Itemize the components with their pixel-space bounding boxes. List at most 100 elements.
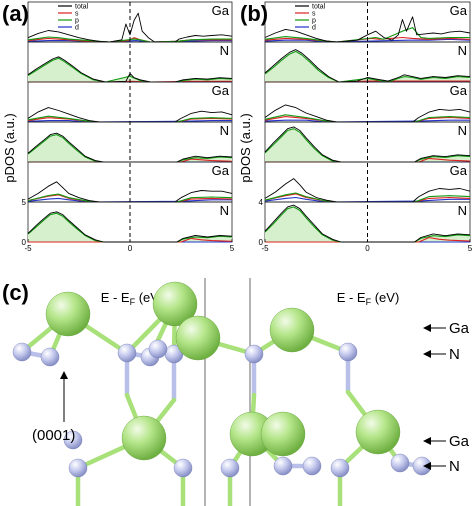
series-total bbox=[27, 12, 233, 43]
n-atom bbox=[330, 458, 350, 478]
n-atom bbox=[390, 453, 410, 473]
panel-letter-b: (b) bbox=[240, 1, 268, 26]
n-atom bbox=[244, 344, 264, 364]
element-label: Ga bbox=[450, 163, 468, 178]
n-atom bbox=[273, 456, 293, 476]
series-p bbox=[264, 27, 470, 43]
n-atom bbox=[148, 339, 168, 359]
series-s bbox=[264, 36, 471, 43]
n-atom bbox=[338, 342, 358, 362]
legend-label-total: total bbox=[75, 4, 89, 11]
layer-label-ga-bottom: Ga bbox=[449, 433, 470, 450]
legend-label-d: d bbox=[75, 25, 79, 32]
legend-label-s: s bbox=[75, 11, 79, 18]
p-fill-area bbox=[265, 128, 470, 162]
ga-atom bbox=[260, 411, 306, 457]
x-tick-label: -5 bbox=[24, 244, 32, 253]
subpanel-frame bbox=[264, 1, 471, 43]
element-label: N bbox=[458, 203, 467, 218]
x-axis-title-b: E - EF (eV) bbox=[337, 290, 400, 307]
subpanel-ga: Ga bbox=[264, 1, 471, 43]
p-fill-area bbox=[265, 51, 470, 82]
ga-atom bbox=[269, 307, 315, 353]
x-tick-label: 5 bbox=[230, 244, 235, 253]
layer-label-ga-top: Ga bbox=[449, 320, 470, 337]
element-label: Ga bbox=[212, 163, 230, 178]
series-d bbox=[27, 197, 232, 203]
subpanel-ga: Ga bbox=[264, 161, 471, 203]
series-total bbox=[27, 132, 233, 163]
subpanel-ga: Ga bbox=[27, 161, 233, 203]
ga-atom bbox=[355, 409, 401, 455]
series-total bbox=[27, 181, 233, 203]
series-total bbox=[264, 178, 471, 203]
panel-letter-a: (a) bbox=[2, 1, 29, 26]
legend-label-p: p bbox=[312, 18, 316, 25]
y-axis-title-a: pDOS (a.u.) bbox=[2, 113, 17, 182]
element-label: Ga bbox=[212, 83, 230, 98]
x-tick-label: -5 bbox=[261, 244, 269, 253]
element-label: N bbox=[220, 203, 229, 218]
series-total bbox=[264, 49, 471, 83]
p-fill-area bbox=[28, 213, 232, 242]
ga-atom bbox=[152, 281, 198, 327]
series-total bbox=[264, 204, 471, 243]
n-atom bbox=[68, 458, 88, 478]
element-label: N bbox=[458, 43, 467, 58]
y-tick-label: 0 bbox=[22, 238, 27, 247]
layer-label-n-top: N bbox=[449, 346, 460, 363]
crystal-structure: (c) Ga N Ga N (0001) bbox=[2, 278, 470, 506]
element-label: N bbox=[220, 123, 229, 138]
subpanel-ga: Ga bbox=[27, 1, 233, 43]
element-label: N bbox=[458, 123, 467, 138]
atoms bbox=[12, 281, 432, 478]
y-tick-label: 4 bbox=[259, 198, 264, 207]
series-d bbox=[264, 196, 470, 203]
series-d bbox=[264, 38, 471, 43]
n-atom bbox=[12, 342, 32, 362]
y-tick-label: 0 bbox=[259, 238, 264, 247]
layer-label-n-bottom: N bbox=[449, 458, 460, 475]
legend-label-total: total bbox=[312, 4, 326, 11]
y-axis-title-b: pDOS (a.u.) bbox=[238, 113, 253, 182]
n-atom bbox=[302, 456, 322, 476]
n-atom bbox=[40, 347, 60, 367]
p-fill-area bbox=[265, 206, 470, 242]
x-tick-label: 0 bbox=[128, 244, 133, 253]
panel-letter-c: (c) bbox=[2, 280, 29, 305]
series-p bbox=[264, 128, 471, 163]
series-p bbox=[27, 36, 232, 43]
series-total bbox=[27, 211, 233, 243]
ga-atom bbox=[175, 315, 221, 361]
legend-label-s: s bbox=[312, 11, 316, 18]
element-label: Ga bbox=[450, 3, 468, 18]
n-atom bbox=[173, 458, 193, 478]
x-tick-label: 5 bbox=[468, 244, 473, 253]
series-p bbox=[264, 206, 471, 243]
n-atom bbox=[220, 458, 240, 478]
ga-atom bbox=[45, 291, 91, 337]
series-p bbox=[27, 212, 233, 243]
ga-atom bbox=[121, 415, 167, 461]
legend-label-d: d bbox=[312, 25, 316, 32]
subpanel-frame bbox=[27, 161, 233, 203]
y-tick-label: 5 bbox=[22, 198, 27, 207]
element-label: Ga bbox=[212, 3, 230, 18]
n-atom bbox=[63, 430, 83, 450]
p-fill-area bbox=[28, 58, 232, 82]
x-tick-label: 0 bbox=[365, 244, 370, 253]
p-fill-area bbox=[28, 134, 232, 162]
element-label: Ga bbox=[450, 83, 468, 98]
series-total bbox=[264, 126, 471, 163]
legend-label-p: p bbox=[75, 18, 79, 25]
n-atom bbox=[117, 343, 137, 363]
element-label: N bbox=[220, 43, 229, 58]
series-p bbox=[27, 134, 233, 163]
series-total bbox=[264, 16, 471, 43]
direction-label: (0001) bbox=[32, 427, 75, 444]
series-p bbox=[264, 50, 471, 83]
